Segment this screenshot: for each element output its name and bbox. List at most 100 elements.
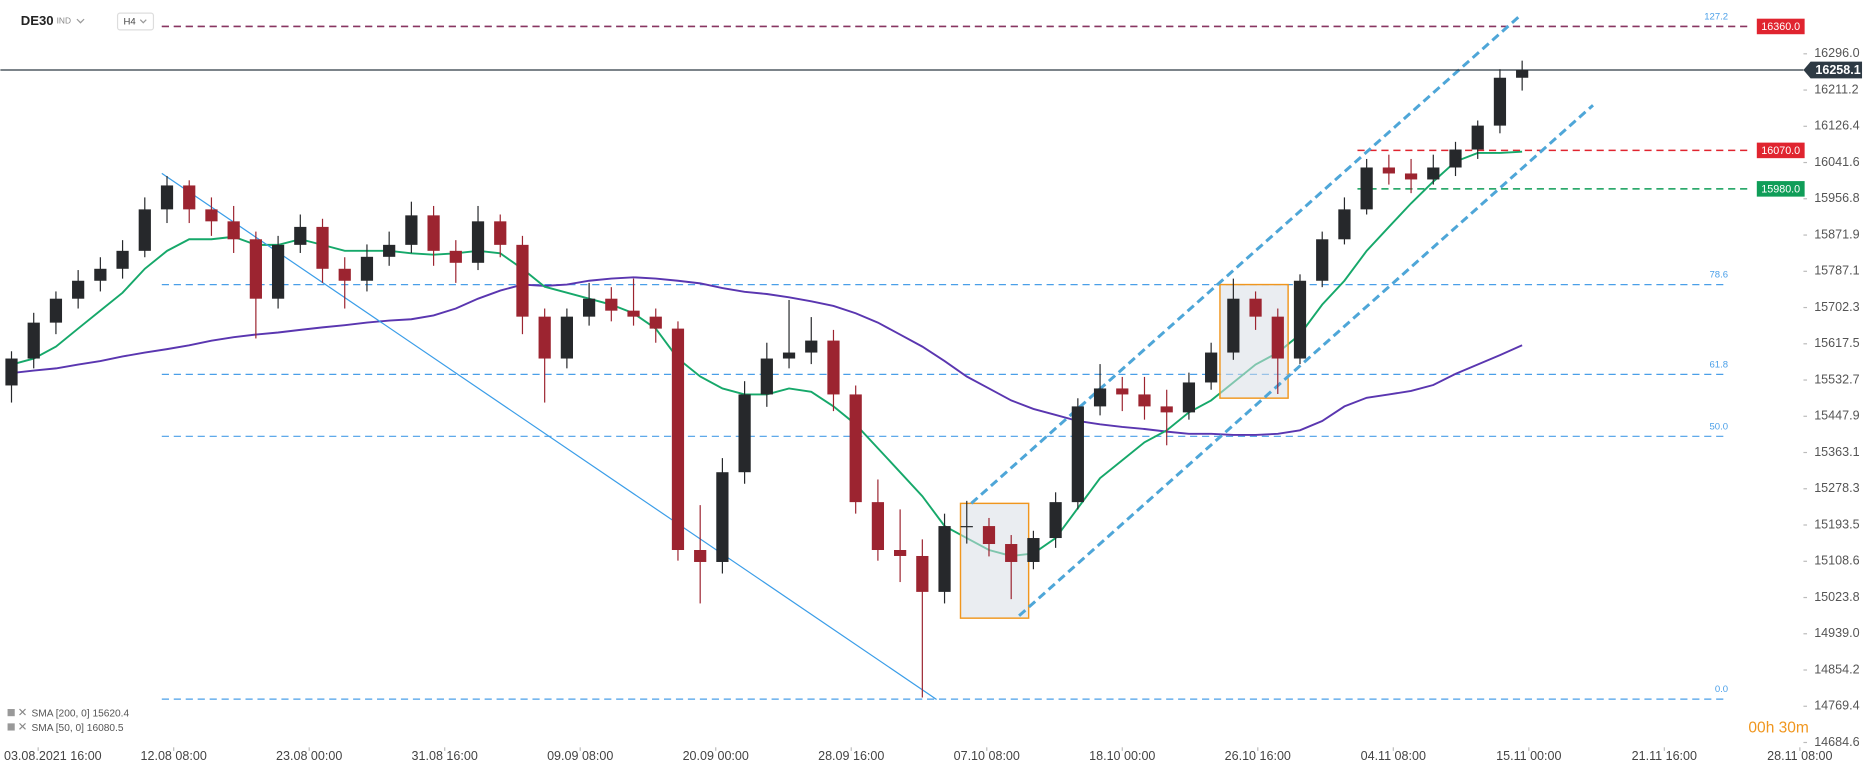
- y-tick-label: 15532.7: [1814, 372, 1859, 386]
- candle-body: [1071, 406, 1084, 503]
- candle-body: [360, 256, 374, 281]
- y-tick-label: 14854.2: [1814, 662, 1859, 676]
- candle-body: [249, 239, 262, 299]
- candle-body: [538, 316, 551, 359]
- y-tick-label: 15108.6: [1814, 554, 1859, 568]
- candle-body: [760, 358, 773, 395]
- candle-body: [183, 185, 196, 210]
- box-drawing: [959, 502, 1030, 619]
- candle-body: [1382, 167, 1395, 174]
- candle-body: [560, 316, 573, 359]
- x-tick-label: 28.09 16:00: [818, 749, 884, 763]
- candle-body: [5, 358, 18, 386]
- x-tick-label: 03.08.2021 16:00: [4, 749, 102, 763]
- interval-box[interactable]: [116, 12, 155, 31]
- y-tick-label: 16211.2: [1814, 82, 1858, 96]
- timer: 00h 30m: [1748, 719, 1808, 736]
- y-tick-label: 15956.8: [1814, 191, 1859, 205]
- y-tick-label: 15702.3: [1814, 300, 1859, 314]
- fib-label: 0.0: [1715, 684, 1728, 695]
- x-tick-label: 26.10 16:00: [1225, 749, 1291, 763]
- candle-body: [605, 298, 618, 311]
- level-label: 15980.0: [1761, 183, 1800, 195]
- legend-close[interactable]: [19, 708, 26, 716]
- y-tick-label: 15871.9: [1814, 227, 1859, 241]
- candle-body: [72, 280, 85, 299]
- candle-body: [160, 185, 174, 210]
- legend-icon[interactable]: [7, 723, 15, 731]
- candle-body: [671, 328, 685, 551]
- y-tick-label: 14684.6: [1814, 735, 1859, 749]
- candle-body: [94, 268, 107, 281]
- legend-close[interactable]: [19, 722, 26, 730]
- candle-body: [871, 502, 885, 551]
- candle-body: [271, 244, 285, 299]
- level-label: 16360.0: [1761, 21, 1800, 33]
- y-tick-label: 16296.0: [1814, 46, 1859, 60]
- x-tick-label: 04.11 08:00: [1361, 749, 1426, 763]
- last-price-tag: [1803, 61, 1863, 79]
- candle-body: [494, 221, 507, 245]
- candle-body: [1182, 382, 1196, 413]
- candle-body: [849, 394, 862, 503]
- candle-body: [1005, 544, 1018, 562]
- legend-icon[interactable]: [7, 709, 15, 717]
- candle-body: [1049, 502, 1062, 539]
- candle-body: [916, 555, 929, 592]
- candle-body: [1427, 167, 1440, 180]
- dropdown-arrow: [76, 18, 85, 24]
- candle-body: [205, 209, 218, 222]
- candle-body: [49, 298, 63, 323]
- candle-body: [316, 226, 329, 269]
- candle-body: [1338, 209, 1351, 240]
- y-tick-label: 15447.9: [1814, 409, 1859, 423]
- sma-line: [11, 276, 1523, 436]
- candle-body: [1493, 77, 1507, 126]
- interval[interactable]: H4: [124, 17, 137, 28]
- candle-body: [116, 250, 129, 269]
- y-tick-label: 16041.6: [1814, 155, 1859, 169]
- candle-body: [1249, 298, 1262, 317]
- symbol[interactable]: DE30: [21, 13, 54, 28]
- legend-entry: SMA [50, 0] 16080.5: [31, 723, 123, 734]
- x-tick-label: 18.10 00:00: [1089, 749, 1155, 763]
- legend-icons: [7, 708, 26, 731]
- y-tick-label: 15278.3: [1814, 481, 1859, 495]
- dropdown-arrow: [139, 19, 147, 24]
- lines-layer: [11, 25, 1753, 700]
- candle-body: [138, 209, 151, 251]
- candle-body: [1227, 298, 1240, 353]
- candle-body: [383, 244, 396, 257]
- candle-body: [982, 526, 996, 545]
- channel-line: [1018, 104, 1594, 617]
- candle-body: [938, 526, 951, 592]
- candle-body: [1516, 70, 1529, 78]
- candle-body: [649, 316, 662, 329]
- channel-line: [970, 15, 1520, 505]
- candle-body: [227, 221, 240, 240]
- x-tick-label: 23.08 00:00: [276, 749, 342, 763]
- fib-label: 127.2: [1704, 11, 1728, 22]
- candle-body: [1360, 167, 1373, 210]
- candle-body: [1316, 239, 1329, 281]
- market: IND: [57, 16, 71, 26]
- candle-body: [27, 322, 40, 359]
- drawings: [161, 15, 1594, 700]
- candle-body: [1205, 352, 1218, 383]
- candle-body: [1471, 125, 1484, 150]
- x-tick-label: 09.09 08:00: [547, 749, 613, 763]
- candle-body: [1449, 149, 1462, 168]
- fib-label: 50.0: [1710, 421, 1729, 432]
- candle-body: [294, 226, 307, 245]
- candle-body: [1160, 406, 1173, 413]
- level-label: 16070.0: [1761, 145, 1800, 157]
- candle-body: [338, 268, 351, 281]
- level-tag: [1756, 142, 1805, 159]
- candle-body: [805, 340, 818, 353]
- y-tick-label: 15363.1: [1814, 445, 1859, 459]
- candle-body: [471, 221, 485, 263]
- candle-body: [427, 215, 440, 251]
- candle-body: [405, 215, 418, 245]
- legend-entry: SMA [200, 0] 15620.4: [31, 708, 129, 719]
